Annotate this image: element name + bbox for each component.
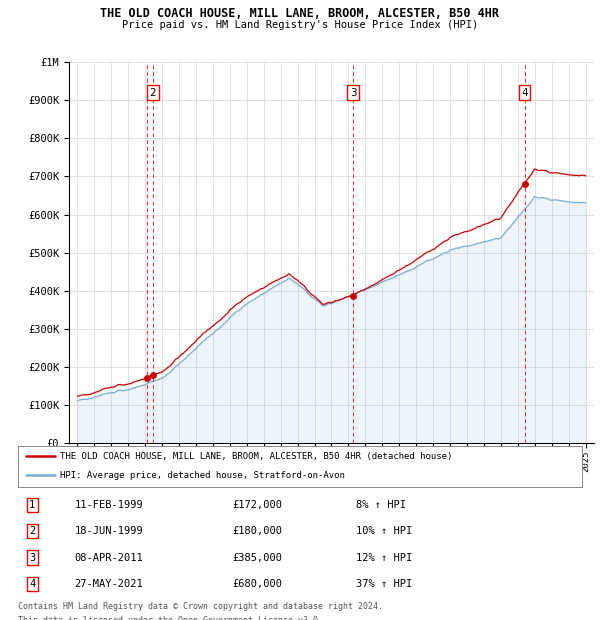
Text: 3: 3 (350, 87, 356, 97)
Text: 10% ↑ HPI: 10% ↑ HPI (356, 526, 413, 536)
Text: 3: 3 (29, 552, 35, 562)
Text: £385,000: £385,000 (232, 552, 283, 562)
Text: 4: 4 (29, 579, 35, 589)
Text: 12% ↑ HPI: 12% ↑ HPI (356, 552, 413, 562)
Text: 8% ↑ HPI: 8% ↑ HPI (356, 500, 406, 510)
Text: HPI: Average price, detached house, Stratford-on-Avon: HPI: Average price, detached house, Stra… (60, 471, 345, 480)
Text: This data is licensed under the Open Government Licence v3.0.: This data is licensed under the Open Gov… (18, 616, 323, 620)
Text: 4: 4 (521, 87, 528, 97)
Text: 27-MAY-2021: 27-MAY-2021 (74, 579, 143, 589)
Text: 11-FEB-1999: 11-FEB-1999 (74, 500, 143, 510)
Text: 2: 2 (29, 526, 35, 536)
Text: 2: 2 (149, 87, 157, 97)
Text: 37% ↑ HPI: 37% ↑ HPI (356, 579, 413, 589)
Text: THE OLD COACH HOUSE, MILL LANE, BROOM, ALCESTER, B50 4HR (detached house): THE OLD COACH HOUSE, MILL LANE, BROOM, A… (60, 452, 452, 461)
Text: Price paid vs. HM Land Registry's House Price Index (HPI): Price paid vs. HM Land Registry's House … (122, 20, 478, 30)
Text: 1: 1 (29, 500, 35, 510)
Text: £680,000: £680,000 (232, 579, 283, 589)
Text: Contains HM Land Registry data © Crown copyright and database right 2024.: Contains HM Land Registry data © Crown c… (18, 602, 383, 611)
Text: £172,000: £172,000 (232, 500, 283, 510)
Text: 08-APR-2011: 08-APR-2011 (74, 552, 143, 562)
Text: £180,000: £180,000 (232, 526, 283, 536)
Text: 18-JUN-1999: 18-JUN-1999 (74, 526, 143, 536)
Text: THE OLD COACH HOUSE, MILL LANE, BROOM, ALCESTER, B50 4HR: THE OLD COACH HOUSE, MILL LANE, BROOM, A… (101, 7, 499, 20)
